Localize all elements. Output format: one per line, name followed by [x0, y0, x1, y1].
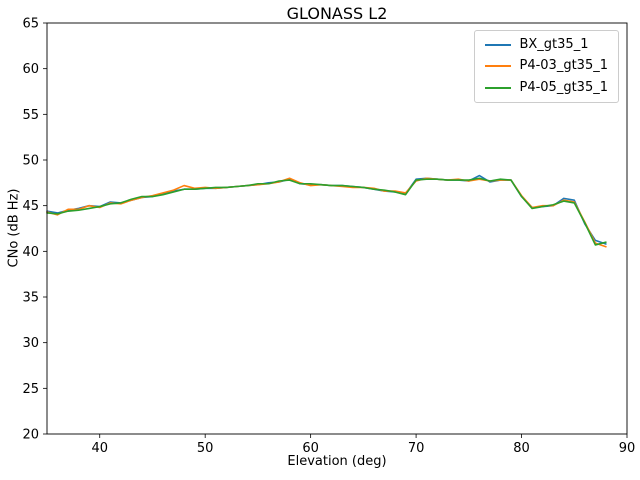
legend-item: BX_gt35_1	[485, 37, 608, 52]
svg-text:90: 90	[619, 441, 636, 456]
legend-line-swatch	[485, 65, 512, 68]
legend-line-swatch	[485, 86, 512, 89]
svg-text:60: 60	[302, 441, 319, 456]
svg-text:20: 20	[22, 428, 39, 443]
y-axis-label: CNo (dB Hz)	[6, 188, 22, 268]
legend: BX_gt35_1 P4-03_gt35_1 P4-05_gt35_1	[474, 30, 619, 103]
svg-text:80: 80	[513, 441, 530, 456]
x-axis-label: Elevation (deg)	[287, 454, 387, 469]
svg-text:60: 60	[22, 62, 39, 77]
legend-item: P4-03_gt35_1	[485, 58, 608, 74]
svg-text:65: 65	[22, 17, 39, 32]
chart-title: GLONASS L2	[286, 4, 388, 23]
svg-text:55: 55	[22, 108, 39, 123]
legend-label: P4-03_gt35_1	[519, 58, 608, 74]
svg-text:35: 35	[22, 291, 39, 306]
svg-text:40: 40	[91, 441, 108, 456]
legend-line-swatch	[485, 44, 512, 47]
svg-text:30: 30	[22, 336, 39, 351]
svg-text:50: 50	[197, 441, 214, 456]
svg-text:25: 25	[22, 382, 39, 397]
svg-text:40: 40	[22, 245, 39, 260]
legend-item: P4-05_gt35_1	[485, 79, 608, 95]
legend-label: P4-05_gt35_1	[519, 79, 608, 95]
svg-text:50: 50	[22, 154, 39, 169]
legend-label: BX_gt35_1	[519, 37, 589, 52]
svg-text:45: 45	[22, 199, 39, 214]
svg-text:70: 70	[408, 441, 425, 456]
